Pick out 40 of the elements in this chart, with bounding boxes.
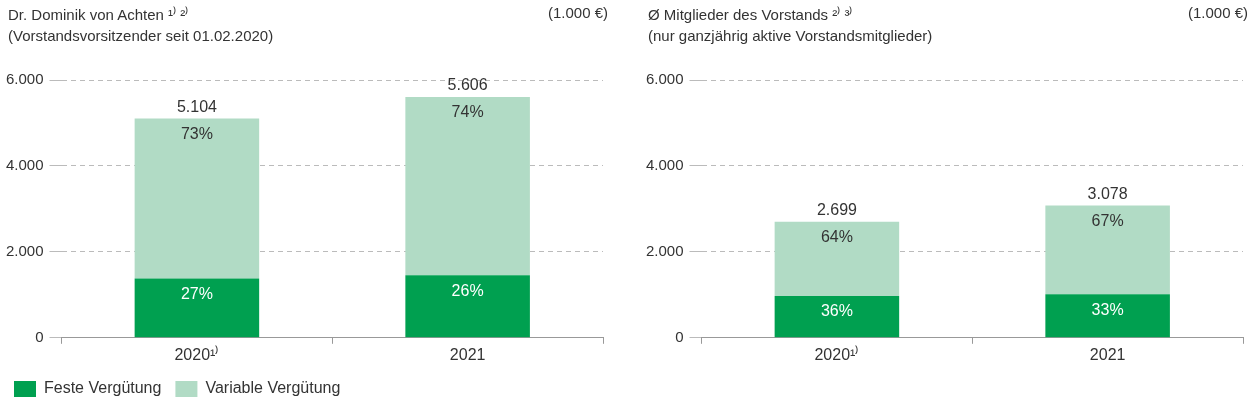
chart-subtitle: (Vorstandsvorsitzender seit 01.02.2020) — [8, 26, 274, 46]
total-label: 5.104 — [176, 97, 218, 115]
y-tick-label: 4.000 — [645, 156, 684, 174]
bar — [774, 296, 900, 338]
total-label: 2.699 — [816, 201, 858, 219]
text: (1.000 €) — [547, 4, 608, 21]
bar — [134, 278, 260, 338]
bar — [774, 221, 900, 297]
total-label: 5.606 — [447, 76, 488, 94]
chart-title: Ø Mitglieder des Vorstands ²⁾ ³⁾ — [648, 5, 854, 25]
total-label: 3.078 — [1087, 184, 1128, 202]
x-tick-label: 2020¹⁾ — [174, 344, 220, 363]
bar — [1045, 294, 1170, 338]
text: (1.000 €) — [1187, 4, 1248, 21]
x-tick-label: 2021 — [1089, 345, 1126, 363]
annotation: 27% — [180, 285, 213, 302]
x-tick-label: 2020¹⁾ — [814, 344, 860, 363]
y-tick-label: 6.000 — [5, 70, 44, 88]
chart-title: Dr. Dominik von Achten ¹⁾ ²⁾ — [8, 5, 190, 25]
legend-label: Feste Vergütung — [44, 379, 162, 397]
y-tick-label: 4.000 — [5, 156, 44, 174]
annotation: 33% — [1091, 300, 1124, 318]
y-tick-label: 0 — [35, 327, 44, 345]
annotation: 67% — [1091, 211, 1124, 229]
bar — [405, 96, 530, 276]
bar — [405, 275, 530, 338]
y-tick-label: 2.000 — [645, 242, 684, 260]
y-tick-label: 6.000 — [645, 70, 684, 88]
annotation: 73% — [180, 124, 213, 142]
bar — [134, 118, 260, 279]
annotation: 36% — [820, 302, 853, 320]
bar — [1045, 205, 1170, 295]
y-tick-label: 2.000 — [5, 242, 44, 260]
legend-label: Variable Vergütung — [205, 379, 341, 397]
annotation: 64% — [820, 228, 853, 246]
annotation: 26% — [451, 281, 484, 299]
x-tick-label: 2021 — [449, 345, 486, 363]
y-tick-label: 0 — [675, 327, 684, 345]
annotation: 74% — [451, 103, 484, 121]
chart-subtitle: (nur ganzjährig aktive Vorstandsmitglieder) — [648, 26, 933, 46]
